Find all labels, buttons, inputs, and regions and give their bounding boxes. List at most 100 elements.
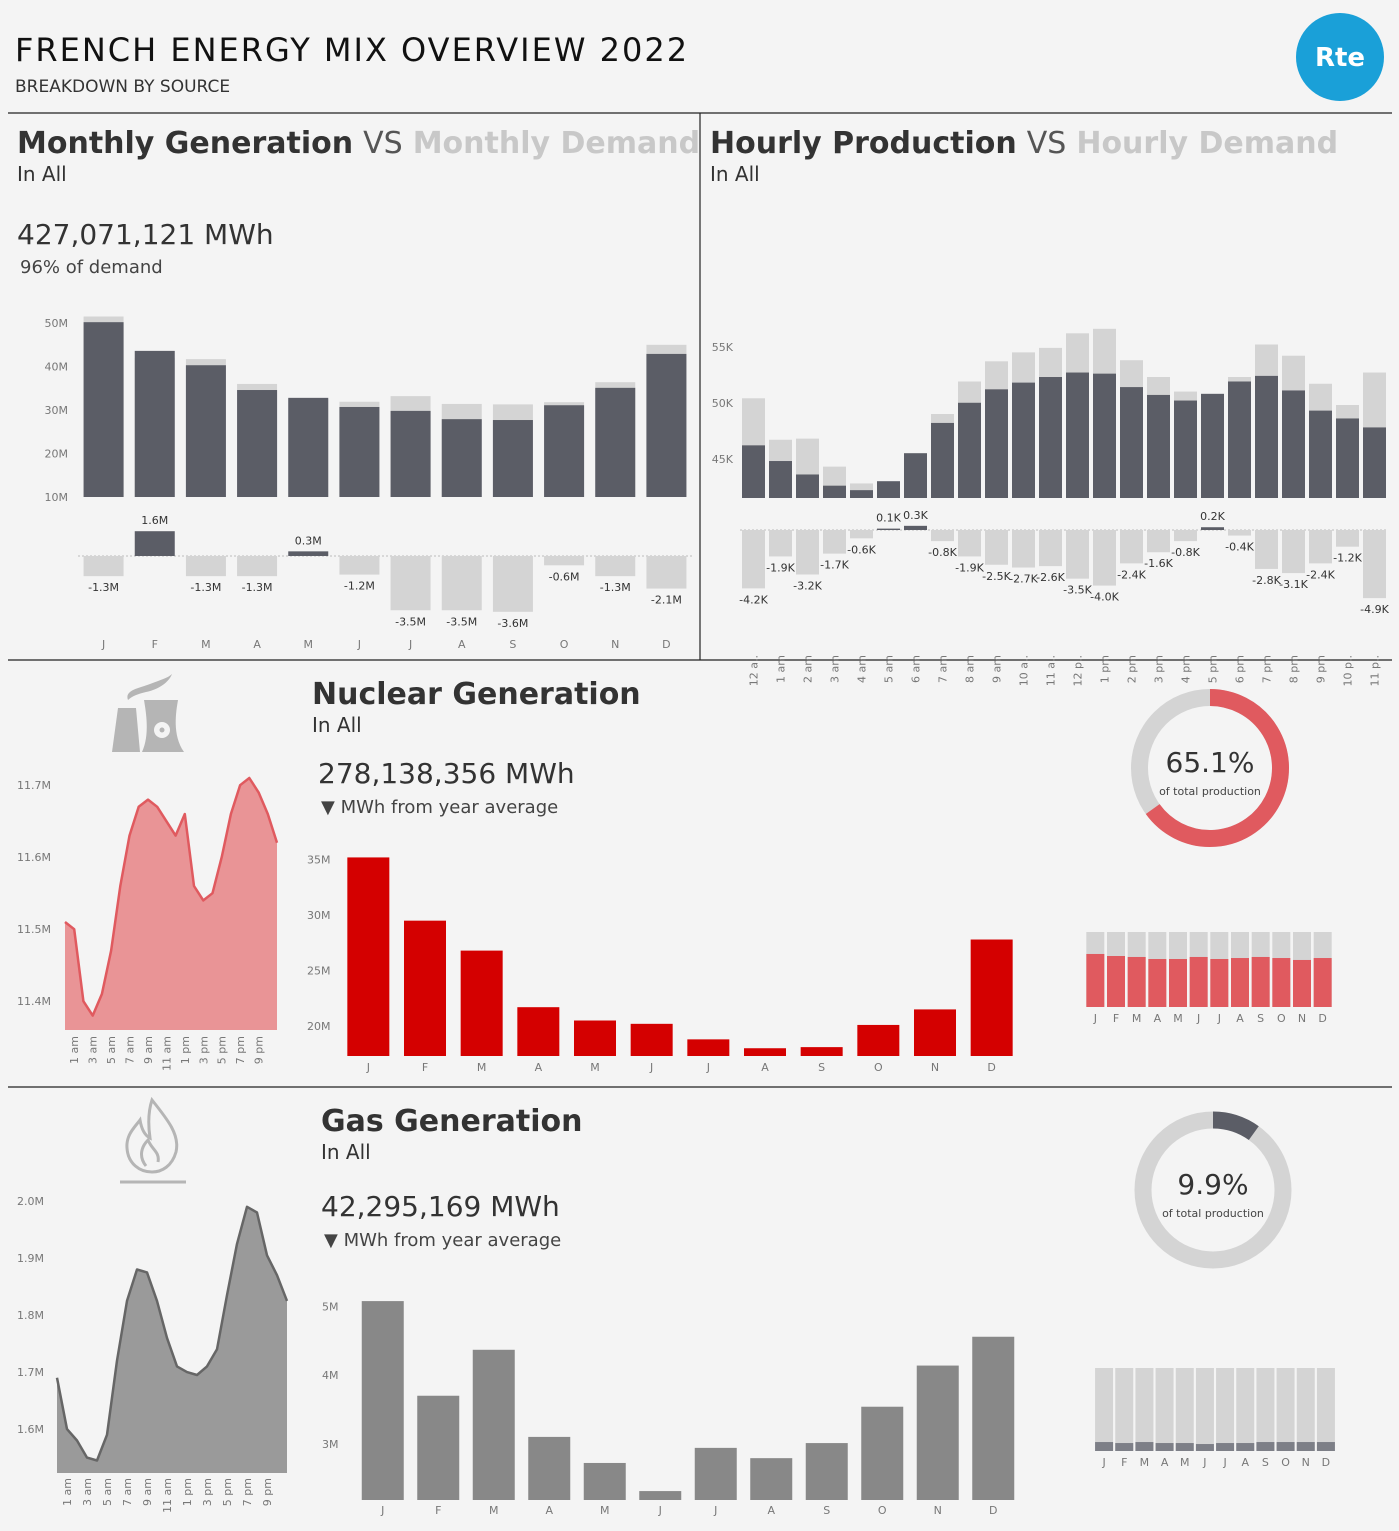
kpi-value: 278,138,356 MWh — [318, 757, 575, 790]
x-tick-label: A — [253, 638, 261, 651]
x-tick-label: 5 pm — [216, 1036, 229, 1064]
x-tick-label: 8 am — [964, 655, 977, 683]
difference-label: -1.2M — [344, 580, 375, 593]
x-tick-label: S — [823, 1504, 830, 1517]
y-tick-label: 1.6M — [17, 1423, 44, 1436]
y-tick-label: 55K — [712, 341, 734, 354]
x-tick-label: 5 pm — [1207, 655, 1220, 683]
bar — [544, 405, 585, 497]
y-tick-label: 2.0M — [17, 1195, 44, 1208]
x-tick-label: F — [1121, 1456, 1127, 1469]
x-tick-label: A — [1236, 1012, 1244, 1025]
bar — [800, 1047, 843, 1056]
share-bar — [1107, 956, 1125, 1007]
x-tick-label: N — [934, 1504, 942, 1517]
difference-label: -2.4K — [1306, 568, 1335, 581]
share-track — [1155, 1368, 1174, 1451]
bar — [288, 397, 329, 497]
difference-bar — [185, 556, 226, 577]
bar — [1282, 390, 1305, 498]
difference-bar — [1093, 530, 1116, 586]
bar — [237, 390, 278, 497]
share-bar — [1272, 958, 1291, 1007]
donut-segment — [1212, 1111, 1259, 1141]
donut-value: 9.9% — [1177, 1168, 1248, 1201]
x-tick-label: J — [1093, 1012, 1097, 1025]
x-tick-label: 12 p.. — [1072, 655, 1085, 686]
difference-bar — [1282, 530, 1305, 574]
donut-segment — [1145, 689, 1289, 847]
bar — [1201, 393, 1224, 498]
difference-bar — [742, 530, 765, 589]
title-connector: VS — [363, 126, 403, 161]
x-tick-label: 1 pm — [181, 1478, 194, 1506]
x-tick-label: 7 am — [121, 1478, 134, 1506]
difference-label: -2.1M — [651, 594, 682, 607]
bar — [823, 485, 846, 498]
bar — [1066, 372, 1089, 498]
difference-label: -0.6K — [847, 543, 876, 556]
difference-bar — [1066, 530, 1089, 579]
difference-bar — [646, 556, 687, 589]
x-tick-label: A — [1161, 1456, 1169, 1469]
section-subtitle: In All — [321, 1140, 371, 1164]
section-title: Nuclear Generation — [312, 677, 641, 712]
x-tick-label: 1 am — [61, 1478, 74, 1506]
donut-caption: of total production — [1162, 1207, 1264, 1220]
kpi-value: 42,295,169 MWh — [321, 1190, 560, 1223]
x-tick-label: 5 am — [105, 1036, 118, 1064]
title-compare: Monthly Demand — [413, 126, 700, 161]
bar — [1012, 382, 1035, 498]
share-bar — [1256, 1442, 1275, 1451]
x-tick-label: D — [662, 638, 670, 651]
share-track — [1316, 1368, 1335, 1451]
difference-bar — [850, 530, 873, 539]
share-bar — [1251, 956, 1270, 1007]
x-tick-label: O — [878, 1504, 887, 1517]
difference-bar — [441, 556, 482, 611]
y-tick-label: 11.6M — [17, 851, 51, 864]
y-tick-label: 10M — [45, 491, 69, 504]
kpi-note: ▼ MWh from year average — [324, 1230, 561, 1251]
bar — [742, 445, 765, 498]
kpi-note: 96% of demand — [20, 257, 163, 278]
y-tick-label: 1.9M — [17, 1252, 44, 1265]
share-track — [1296, 1368, 1315, 1451]
difference-label: 0.3K — [903, 509, 928, 522]
x-tick-label: M — [1140, 1456, 1150, 1469]
x-tick-label: A — [1241, 1456, 1249, 1469]
x-tick-label: S — [818, 1061, 825, 1074]
bar — [583, 1462, 626, 1500]
x-tick-label: 11 p.. — [1369, 655, 1382, 686]
share-bar — [1175, 1443, 1194, 1451]
x-tick-label: O — [1281, 1456, 1290, 1469]
x-tick-label: 8 pm — [1288, 655, 1301, 683]
share-bar — [1231, 958, 1249, 1007]
bar — [390, 410, 431, 497]
x-tick-label: F — [152, 638, 158, 651]
bar — [904, 453, 927, 498]
bar — [796, 474, 819, 498]
difference-label: -3.5M — [395, 615, 426, 628]
x-tick-label: 7 pm — [1261, 655, 1274, 683]
share-bar — [1095, 1442, 1114, 1451]
difference-bar — [904, 525, 927, 530]
bar — [339, 406, 380, 497]
bar — [1093, 373, 1116, 498]
donut-value: 65.1% — [1166, 746, 1255, 779]
x-tick-label: J — [1222, 1456, 1226, 1469]
x-tick-label: D — [987, 1061, 995, 1074]
difference-bar — [1363, 530, 1386, 599]
x-tick-label: S — [509, 638, 516, 651]
y-tick-label: 25M — [307, 965, 331, 978]
bar — [1147, 394, 1170, 498]
x-tick-label: 3 am — [829, 655, 842, 683]
difference-bar — [796, 530, 819, 575]
difference-label: -0.6M — [549, 570, 580, 583]
line — [55, 1205, 289, 1462]
difference-bar — [492, 556, 533, 612]
y-tick-label: 1.8M — [17, 1309, 44, 1322]
section-subtitle: In All — [710, 162, 760, 186]
donut-caption: of total production — [1159, 785, 1261, 798]
